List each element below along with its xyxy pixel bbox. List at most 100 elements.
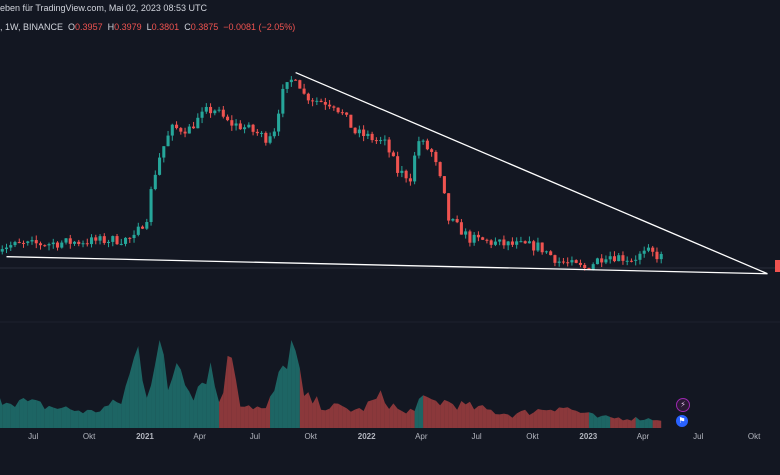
close-label: C bbox=[184, 22, 191, 32]
volume-area-segment bbox=[117, 402, 122, 428]
high-value: 0.3979 bbox=[114, 22, 142, 32]
volume-area-segment bbox=[214, 386, 220, 428]
change-value: −0.0081 (−2.05%) bbox=[223, 22, 296, 32]
open-value: 0.3957 bbox=[75, 22, 103, 32]
us-flag-icon[interactable]: ⚑ bbox=[676, 415, 688, 427]
candle-body bbox=[519, 241, 523, 243]
candle-body bbox=[9, 245, 13, 248]
candle-body bbox=[294, 79, 298, 81]
candle-body bbox=[81, 243, 85, 245]
volume-area-segment bbox=[91, 410, 96, 428]
volume-area-segment bbox=[559, 407, 564, 428]
candle-body bbox=[421, 140, 425, 142]
candle-body bbox=[298, 80, 302, 89]
volume-area-segment bbox=[376, 390, 381, 428]
candle-body bbox=[128, 237, 132, 239]
candle-body bbox=[192, 126, 196, 129]
candle-body bbox=[476, 234, 480, 238]
candle-body bbox=[430, 149, 434, 152]
candle-body bbox=[311, 100, 315, 102]
x-tick-label: Okt bbox=[526, 432, 539, 441]
volume-area-segment bbox=[618, 417, 623, 428]
candle-body bbox=[238, 123, 242, 130]
x-tick-label: Jul bbox=[28, 432, 38, 441]
candle-body bbox=[187, 126, 191, 134]
candle-body bbox=[447, 193, 451, 221]
candle-body bbox=[353, 127, 357, 134]
candle-body bbox=[396, 156, 400, 173]
volume-area-segment bbox=[350, 409, 356, 428]
candle-body bbox=[549, 251, 553, 256]
volume-area-segment bbox=[554, 407, 560, 428]
candle-body bbox=[89, 237, 94, 245]
volume-area-segment bbox=[563, 407, 568, 428]
candle-body bbox=[264, 132, 268, 143]
volume-area-segment bbox=[367, 400, 373, 428]
volume-area-segment bbox=[520, 409, 526, 428]
volume-area-segment bbox=[427, 397, 432, 428]
candle-body bbox=[209, 106, 213, 114]
volume-area-segment bbox=[448, 401, 453, 428]
candle-body bbox=[608, 256, 612, 260]
volume-area-segment bbox=[495, 414, 500, 428]
candle-body bbox=[51, 242, 55, 245]
volume-area-segment bbox=[223, 355, 228, 428]
volume-area-segment bbox=[257, 406, 262, 428]
volume-area-segment bbox=[287, 340, 292, 428]
candle-body bbox=[621, 255, 625, 261]
volume-area-segment bbox=[2, 402, 7, 428]
volume-area-segment bbox=[206, 362, 211, 428]
candle-body bbox=[340, 112, 344, 114]
candle-body bbox=[523, 241, 527, 244]
candle-body bbox=[451, 219, 455, 221]
volume-area-segment bbox=[639, 419, 645, 428]
candle-body bbox=[64, 238, 68, 243]
candle-body bbox=[72, 241, 77, 244]
candle-body bbox=[221, 109, 225, 117]
volume-area-segment bbox=[142, 380, 147, 428]
volume-area-segment bbox=[299, 368, 305, 428]
ascending-trendline bbox=[6, 256, 768, 275]
volume-area-segment bbox=[588, 412, 594, 428]
x-tick-label: Okt bbox=[305, 432, 318, 441]
candle-body bbox=[183, 131, 187, 134]
candle-body bbox=[85, 243, 89, 245]
time-axis: Jul Okt 2021 Apr Jul Okt 2022 Apr Jul Okt 2023 Apr J… bbox=[0, 428, 780, 470]
volume-area-segment bbox=[389, 403, 394, 428]
volume-area-segment bbox=[333, 403, 339, 428]
volume-area-segment bbox=[66, 406, 71, 428]
volume-area-segment bbox=[418, 395, 424, 428]
candle-body bbox=[255, 131, 259, 134]
candle-body bbox=[272, 131, 276, 137]
volume-area-segment bbox=[355, 407, 360, 428]
lightning-icon[interactable]: ⚡ bbox=[676, 398, 690, 412]
candle-body bbox=[0, 249, 4, 252]
candle-body bbox=[158, 157, 162, 175]
volume-area-segment bbox=[593, 413, 598, 428]
volume-area-segment bbox=[550, 409, 555, 428]
candle-body bbox=[102, 236, 106, 243]
x-tick-label: Apr bbox=[193, 432, 206, 441]
candle-body bbox=[502, 239, 506, 246]
candle-body bbox=[587, 268, 591, 270]
candle-body bbox=[379, 140, 383, 142]
low-label: L bbox=[146, 22, 152, 32]
volume-area-segment bbox=[83, 409, 88, 428]
candle-body bbox=[540, 242, 544, 253]
volume-area-segment bbox=[410, 408, 415, 428]
candle-body bbox=[370, 133, 374, 141]
volume-area-segment bbox=[342, 405, 347, 428]
volume-area-segment bbox=[440, 399, 445, 428]
candle-body bbox=[557, 261, 561, 263]
candle-body bbox=[98, 236, 102, 241]
x-tick-label: Jul bbox=[250, 432, 260, 441]
volume-area-segment bbox=[185, 385, 190, 428]
candle-body bbox=[383, 139, 387, 141]
candle-body bbox=[591, 264, 595, 270]
volume-area-segment bbox=[401, 410, 407, 428]
candle-body bbox=[306, 93, 310, 101]
candle-body bbox=[442, 176, 446, 194]
candle-body bbox=[132, 234, 136, 239]
